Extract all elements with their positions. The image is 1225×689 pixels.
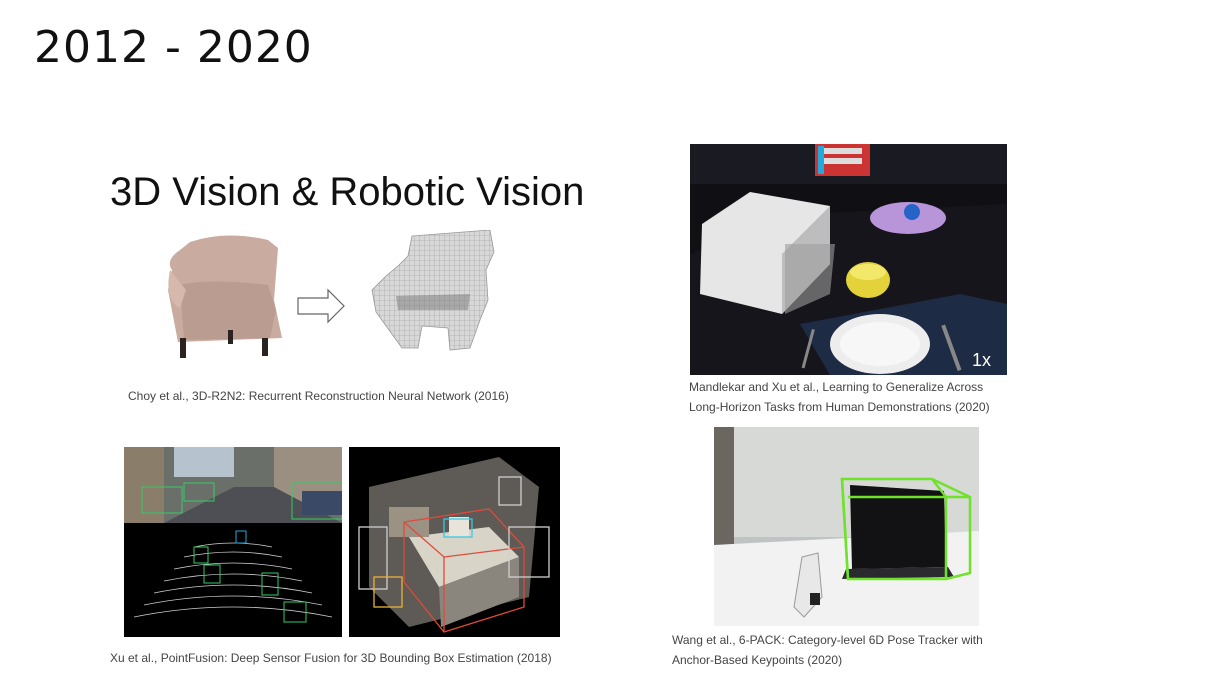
slide-title: 2012 - 2020 bbox=[34, 22, 313, 73]
wang-caption-line2: Anchor-Based Keypoints (2020) bbox=[672, 653, 843, 667]
wang-caption: Wang et al., 6-PACK: Category-level 6D P… bbox=[672, 630, 983, 670]
mandlekar-caption-line2: Long-Horizon Tasks from Human Demonstrat… bbox=[689, 400, 990, 414]
mandlekar-caption: Mandlekar and Xu et al., Learning to Gen… bbox=[689, 377, 990, 417]
chair-reconstruction-figure bbox=[150, 230, 530, 365]
chair-photo bbox=[168, 235, 282, 358]
pointfusion-bedroom-pointcloud-image bbox=[349, 447, 560, 637]
voxel-chair bbox=[371, 230, 495, 351]
arrow-right-icon bbox=[297, 288, 345, 324]
choy-caption: Choy et al., 3D-R2N2: Recurrent Reconstr… bbox=[128, 389, 509, 403]
playback-speed-label: 1x bbox=[971, 350, 991, 370]
robot-manipulation-photo: 1x bbox=[690, 144, 1007, 375]
section-subtitle: 3D Vision & Robotic Vision bbox=[110, 170, 585, 214]
xu-caption: Xu et al., PointFusion: Deep Sensor Fusi… bbox=[110, 651, 552, 665]
pointfusion-street-lidar-image bbox=[124, 447, 342, 637]
wang-caption-line1: Wang et al., 6-PACK: Category-level 6D P… bbox=[672, 633, 983, 647]
mandlekar-caption-line1: Mandlekar and Xu et al., Learning to Gen… bbox=[689, 380, 984, 394]
six-pack-laptop-tracking-photo bbox=[714, 427, 979, 626]
